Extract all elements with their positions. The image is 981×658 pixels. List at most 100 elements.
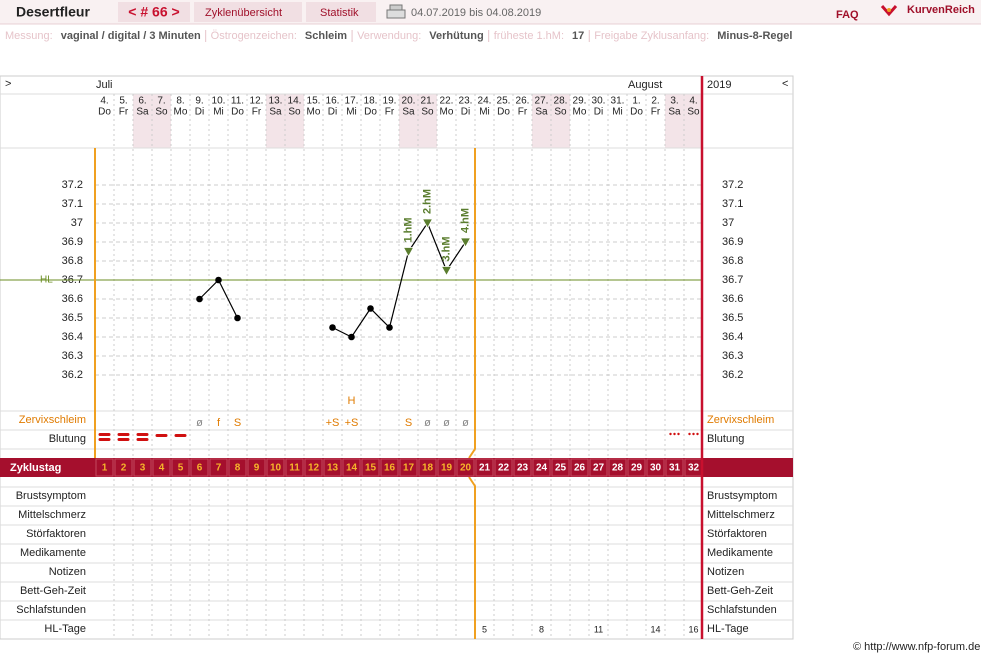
zervix-sign: +S	[325, 417, 340, 429]
date: 2.	[651, 96, 659, 107]
hl-day: 14	[650, 624, 660, 634]
date: 14.	[288, 96, 302, 107]
temp-point	[196, 295, 203, 303]
cycle-day-cell	[171, 458, 190, 477]
info-label: früheste 1.hM:	[494, 30, 564, 42]
info-value: 17	[572, 30, 584, 42]
cycle-day: 13	[327, 463, 339, 474]
row-label: Medikamente	[20, 547, 86, 559]
print-icon[interactable]	[386, 4, 406, 19]
row-label-right: Mittelschmerz	[707, 509, 775, 521]
cycle-day: 25	[555, 463, 567, 474]
cycle-day-cell	[133, 458, 152, 477]
date: 30.	[592, 96, 606, 107]
date: 1.	[632, 96, 640, 107]
info-label: Freigabe Zyklusanfang:	[594, 30, 709, 42]
y-tick-label-right: 36.5	[722, 312, 743, 324]
weekday: So	[288, 107, 301, 118]
cycle-day-cell	[456, 458, 475, 477]
weekday: Fr	[119, 107, 129, 118]
date: 5.	[119, 96, 127, 107]
zervix-sign: ø	[443, 417, 450, 429]
row-label-right: Medikamente	[707, 547, 773, 559]
cycle-day-cell	[285, 458, 304, 477]
tab-label[interactable]: Zyklenübersicht	[205, 7, 282, 19]
y-tick-label: 37.1	[62, 198, 83, 210]
weekend-shade	[418, 94, 437, 148]
brand[interactable]: KurvenReich	[907, 4, 975, 16]
y-tick-label-right: 36.8	[722, 255, 743, 267]
tab-label[interactable]: Statistik	[320, 7, 359, 19]
temp-point	[234, 314, 241, 322]
weekday: Fr	[518, 107, 528, 118]
cycle-day-cell	[494, 458, 513, 477]
row-label: Brustsymptom	[16, 490, 86, 502]
cycle-day-cell	[380, 458, 399, 477]
weekday: Mo	[174, 107, 188, 118]
year: 2019	[707, 79, 731, 91]
date: 24.	[478, 96, 492, 107]
date: 18.	[364, 96, 378, 107]
cycle-day-cell	[361, 458, 380, 477]
cycle-day-cell	[608, 458, 627, 477]
cycle-tab[interactable]	[118, 2, 190, 22]
date: 16.	[326, 96, 340, 107]
cycle-day: 28	[612, 463, 624, 474]
weekday: Sa	[535, 107, 548, 118]
date: 6.	[138, 96, 146, 107]
tab[interactable]	[194, 2, 302, 22]
weekday: Mi	[612, 107, 623, 118]
cycle-day: 7	[216, 463, 222, 474]
date: 19.	[383, 96, 397, 107]
date: 11.	[231, 96, 244, 107]
date: 20.	[402, 96, 416, 107]
cycle-day: 24	[536, 463, 548, 474]
weekday: So	[554, 107, 567, 118]
spotting	[696, 432, 699, 436]
cycle-day: 8	[235, 463, 241, 474]
cycle-day: 10	[270, 463, 282, 474]
y-tick-label: 36.3	[62, 350, 83, 362]
weekday: Mi	[346, 107, 357, 118]
y-tick-label: 36.2	[62, 369, 83, 381]
cycle-day-cell	[418, 458, 437, 477]
row-label-right: Blutung	[707, 433, 744, 445]
bleeding-heavy	[136, 438, 149, 441]
bleeding-heavy	[117, 438, 130, 441]
user-name: Desertfleur	[16, 4, 90, 20]
hl-day: 5	[482, 624, 487, 634]
row-label: Störfaktoren	[26, 528, 86, 540]
y-tick-label-right: 36.3	[722, 350, 743, 362]
tab[interactable]	[306, 2, 376, 22]
temp-point	[386, 324, 393, 331]
info-label: Östrogenzeichen:	[211, 30, 297, 42]
month: August	[628, 79, 662, 91]
peak-sign: H	[348, 395, 356, 407]
y-tick-label-right: 37	[722, 217, 734, 229]
cycle-nav[interactable]: < # 66 >	[128, 4, 179, 20]
cycle-day-cell	[95, 458, 114, 477]
bleeding-heavy	[136, 433, 149, 436]
bleeding-heavy	[98, 433, 111, 436]
zervix-sign: S	[233, 417, 242, 429]
weekday: So	[687, 107, 700, 118]
cycle-day: 29	[631, 463, 643, 474]
zervix-sign: ø	[424, 417, 431, 429]
cycle-day-cell	[399, 458, 418, 477]
faq-link[interactable]: FAQ	[836, 9, 859, 21]
cycle-day: 26	[574, 463, 586, 474]
cycle-day-cell	[665, 458, 684, 477]
weekday: Do	[630, 107, 643, 118]
row-label-right: Schlafstunden	[707, 604, 777, 616]
cycle-day: 4	[159, 463, 165, 474]
info-value: Schleim	[305, 30, 347, 42]
weekend-shade	[152, 94, 171, 148]
cycle-day: 12	[308, 463, 320, 474]
weekday: Sa	[269, 107, 282, 118]
cycle-day-cell	[513, 458, 532, 477]
cycle-day: 21	[479, 463, 491, 474]
date: 22.	[440, 96, 454, 107]
cycle-day-cell	[228, 458, 247, 477]
evaluation-line	[468, 148, 476, 639]
weekday: Do	[98, 107, 111, 118]
